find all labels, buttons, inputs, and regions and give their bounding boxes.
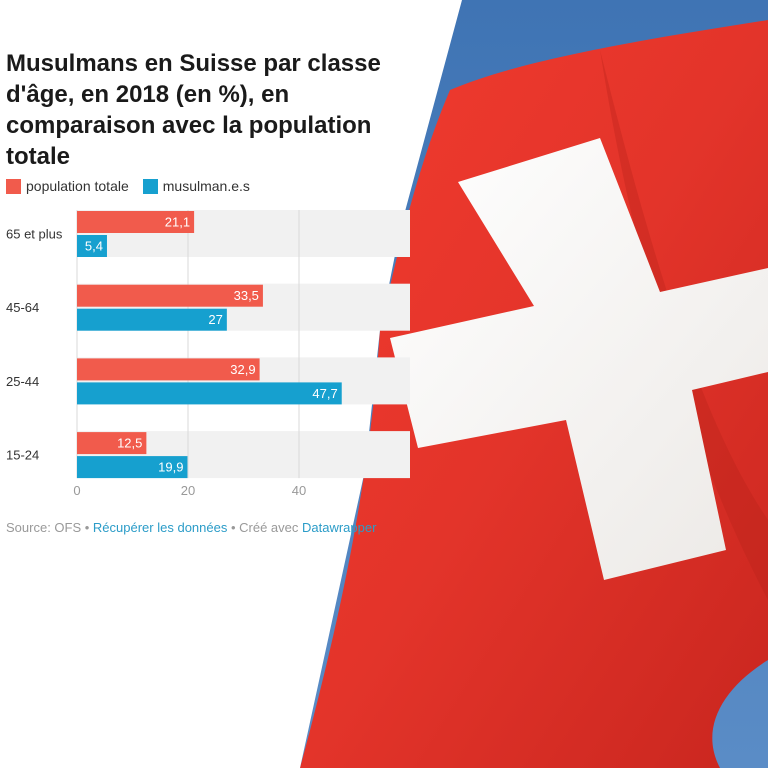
bar-musulman-e-s-25-44 — [77, 382, 342, 405]
x-tick-label-40: 40 — [292, 483, 306, 498]
legend-swatch-musulmans — [142, 178, 158, 194]
value-label-musulman-e-s-25-44: 47,7 — [312, 386, 337, 401]
footer-separator: • — [81, 520, 93, 535]
bar-musulman-e-s-45-64 — [77, 308, 227, 331]
value-label-population-totale-65-et-plus: 21,1 — [165, 215, 190, 230]
category-label-15-24: 15-24 — [6, 448, 39, 463]
value-label-musulman-e-s-45-64: 27 — [208, 312, 222, 327]
bar-population-totale-45-64 — [77, 284, 263, 307]
bar-population-totale-15-24 — [77, 432, 147, 455]
value-label-population-totale-45-64: 33,5 — [234, 288, 259, 303]
chart-footer: Source: OFS • Récupérer les données • Cr… — [6, 520, 376, 535]
category-label-25-44: 25-44 — [6, 374, 39, 389]
footer-made-with: Créé avec — [239, 520, 302, 535]
chart-legend: population totale musulman.e.s — [6, 178, 250, 194]
legend-label-musulmans: musulman.e.s — [162, 178, 250, 194]
datawrapper-link[interactable]: Datawrapper — [302, 520, 377, 535]
bar-population-totale-65-et-plus — [77, 211, 195, 233]
x-tick-label-20: 20 — [181, 483, 195, 498]
legend-item-population-totale: population totale — [6, 178, 129, 194]
value-label-musulman-e-s-15-24: 19,9 — [158, 460, 183, 475]
download-data-link[interactable]: Récupérer les données — [92, 520, 228, 535]
legend-swatch-population-totale — [6, 178, 21, 194]
category-label-45-64: 45-64 — [6, 300, 39, 315]
bar-population-totale-25-44 — [77, 358, 260, 381]
category-label-65-et-plus: 65 et plus — [6, 227, 63, 242]
bar-musulman-e-s-65-et-plus — [77, 235, 107, 257]
bar-musulman-e-s-15-24 — [77, 456, 188, 479]
chart-title: Musulmans en Suisse par classe d'âge, en… — [6, 50, 381, 170]
footer-separator: • — [227, 520, 240, 535]
legend-label-population-totale: population totale — [26, 178, 129, 194]
bar-chart: 21,1 5,4 65 et plus 33,5 27 45-64 32,9 47,7 25-4… — [6, 210, 410, 498]
value-label-population-totale-25-44: 32,9 — [230, 362, 255, 377]
footer-source: Source: OFS — [6, 520, 82, 535]
value-label-musulman-e-s-65-et-plus: 5,4 — [85, 239, 103, 254]
value-label-population-totale-15-24: 12,5 — [117, 436, 142, 451]
flag-cross — [390, 138, 768, 580]
x-tick-label-0: 0 — [73, 483, 80, 498]
legend-item-musulmans: musulman.e.s — [142, 178, 250, 194]
